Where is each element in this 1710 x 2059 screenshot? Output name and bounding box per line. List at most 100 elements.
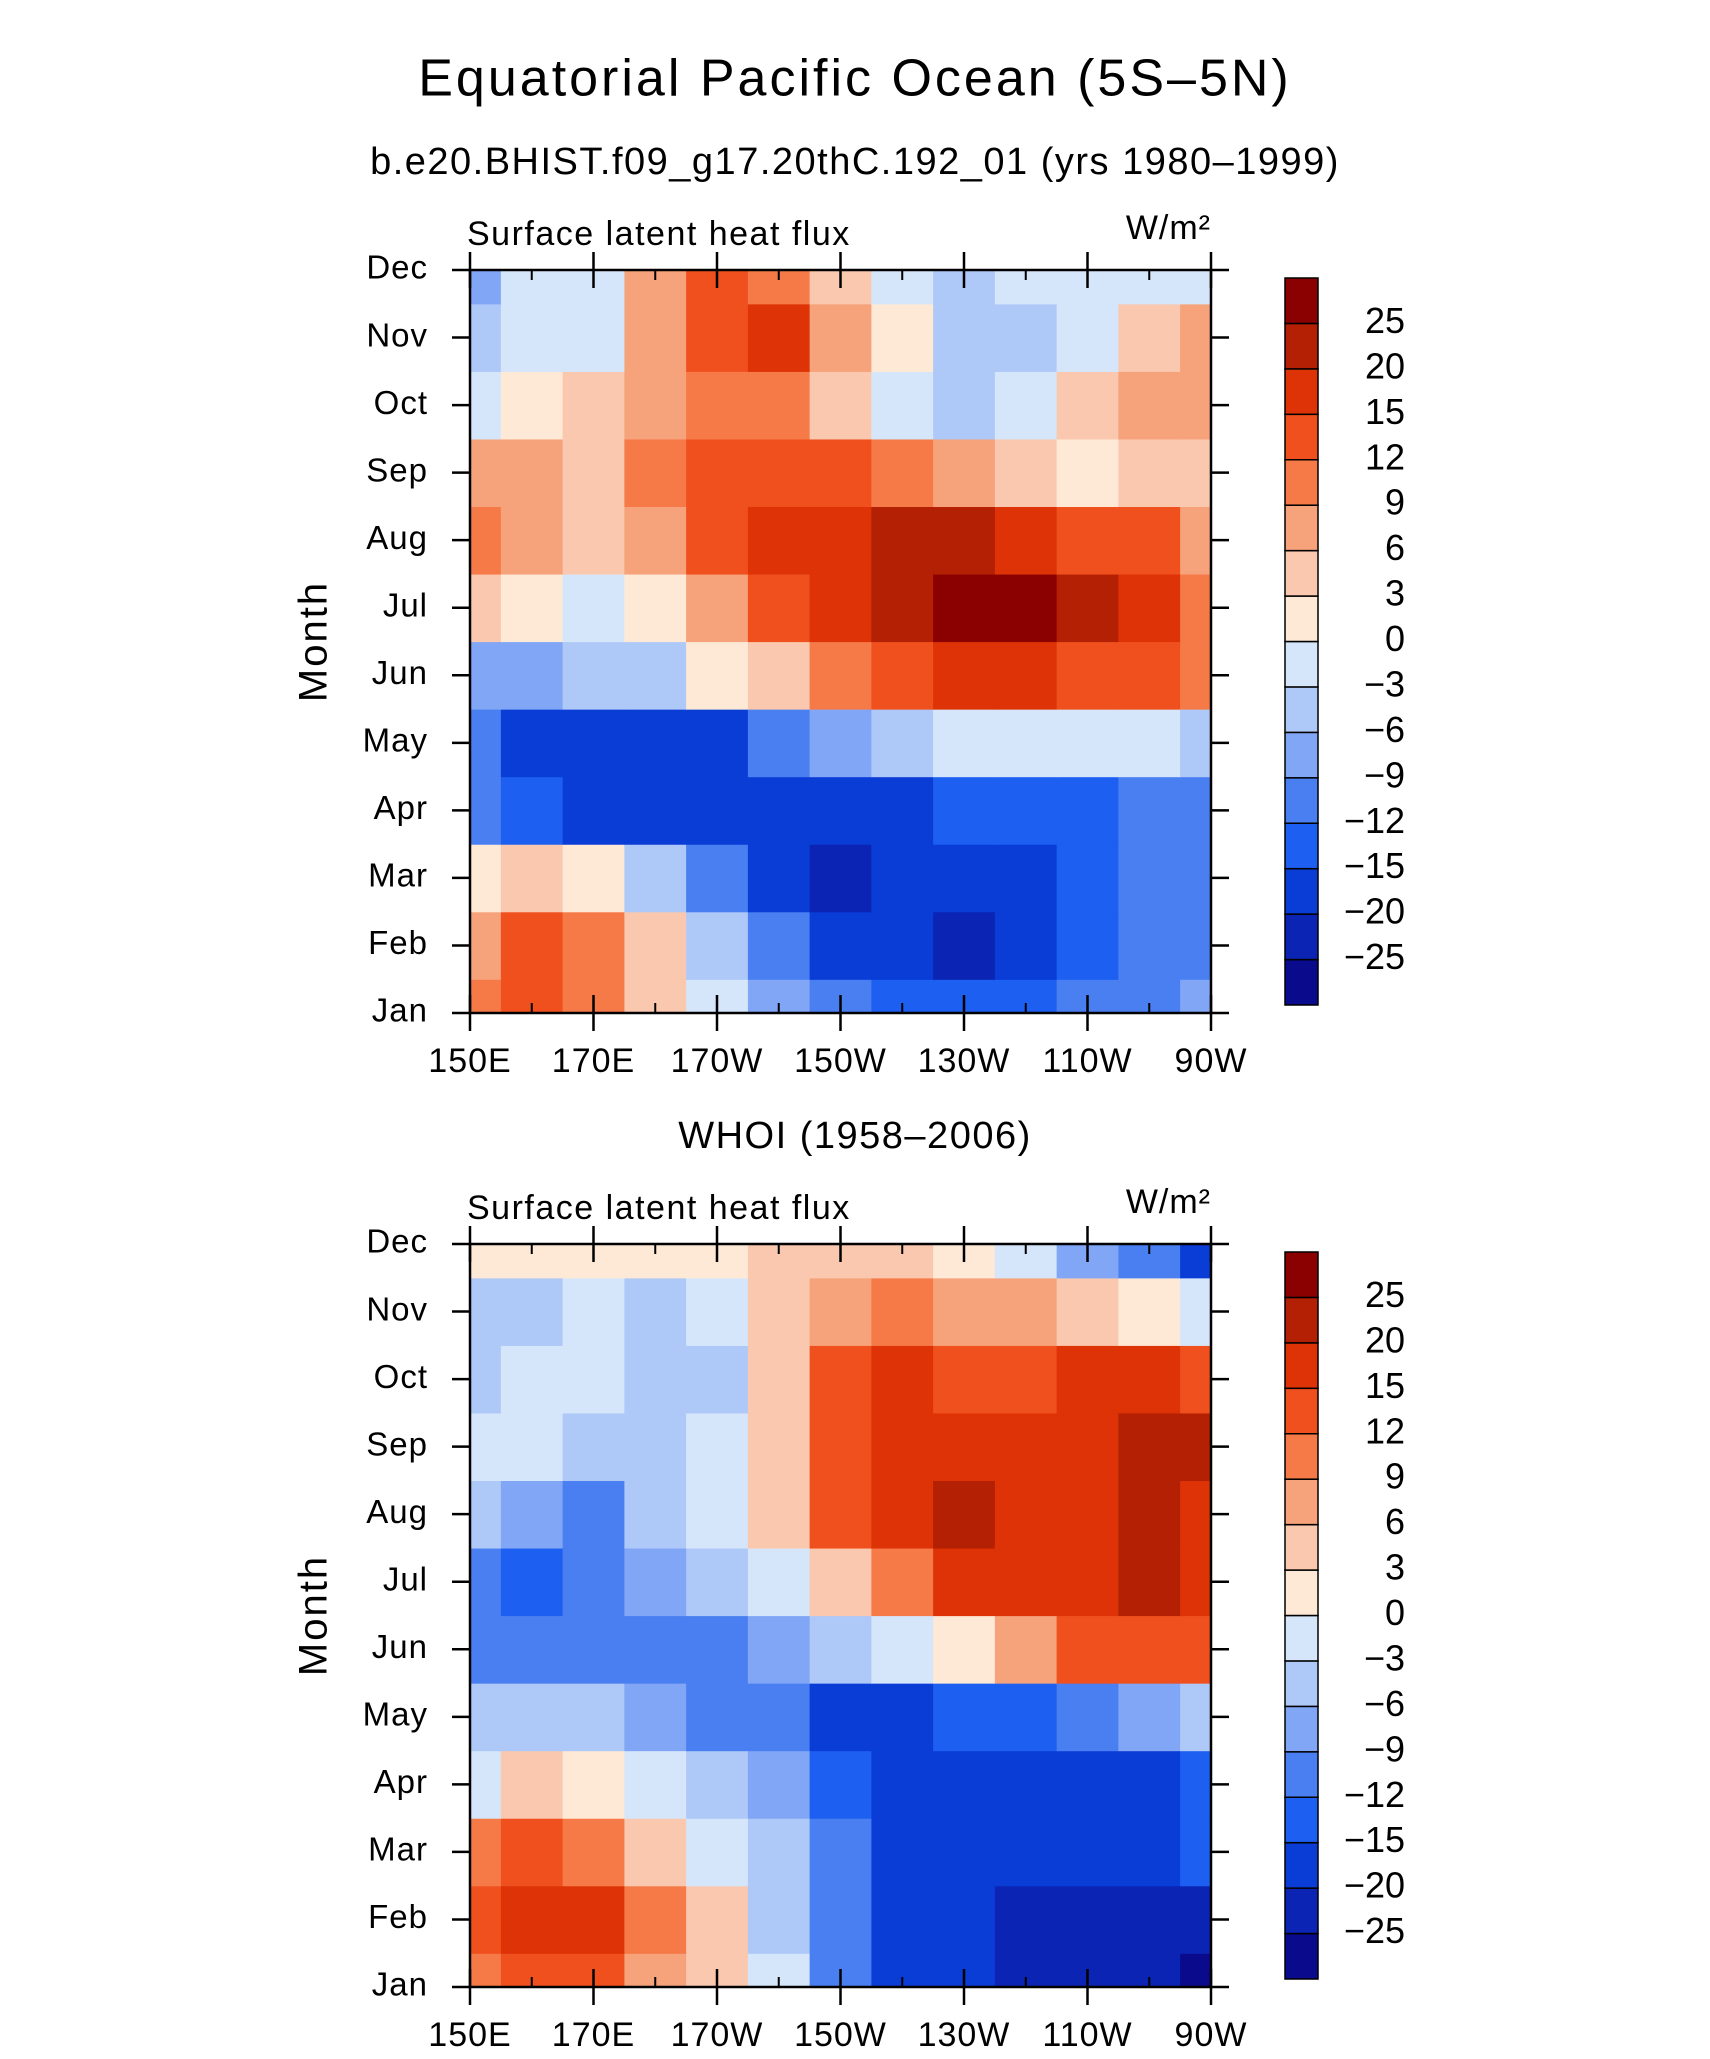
heat-cell: [1056, 1480, 1119, 1549]
heat-cell: [1180, 1345, 1211, 1414]
heat-cell: [747, 1480, 811, 1549]
heat-cell: [686, 709, 749, 778]
y-tick-label: Nov: [366, 316, 428, 353]
heat-cell: [933, 1547, 996, 1617]
heat-cell: [500, 1615, 564, 1684]
heat-cell: [562, 911, 625, 980]
y-axis-label: Month: [292, 1555, 336, 1676]
heat-cell: [1056, 1277, 1119, 1346]
heat-cell: [871, 573, 934, 643]
heat-cell: [500, 776, 564, 845]
heat-cell: [1180, 1683, 1211, 1752]
colorbar-box: [1284, 368, 1319, 416]
heat-cell: [1180, 1277, 1211, 1346]
heat-cell: [809, 1480, 872, 1549]
y-tick-label: May: [363, 1696, 428, 1733]
y-axis-label: Month: [292, 581, 336, 702]
colorbar-label: 15: [1365, 391, 1405, 432]
heat-cell: [1180, 1547, 1211, 1617]
x-tick-label: 170E: [552, 2016, 635, 2054]
heat-cell: [871, 709, 934, 778]
x-tick-label: 170W: [671, 1042, 764, 1080]
heat-cell: [470, 1683, 502, 1752]
colorbar-label: −20: [1344, 1865, 1405, 1906]
heat-cell: [809, 1547, 872, 1617]
heat-cell: [747, 1885, 811, 1954]
y-tick-label: Jun: [372, 1628, 428, 1665]
y-tick-label: May: [363, 722, 428, 759]
heat-cell: [470, 1818, 502, 1887]
heat-cell: [686, 1683, 749, 1752]
heat-cell: [686, 506, 749, 575]
heat-cell: [500, 709, 564, 778]
heat-cell: [871, 1345, 934, 1414]
y-tick-label: Dec: [366, 249, 428, 286]
colorbar-box: [1284, 1705, 1319, 1753]
heat-cell: [809, 1412, 872, 1482]
heat-cell: [1118, 506, 1181, 575]
heat-cell: [871, 1885, 934, 1954]
heat-cell: [994, 844, 1058, 913]
panel: b.e20.BHIST.f09_g17.20thC.192_01 (yrs 19…: [292, 141, 1405, 1080]
heat-cell: [1180, 911, 1211, 980]
heat-cell: [624, 1412, 687, 1482]
heat-cell: [994, 1683, 1058, 1752]
heat-cell: [562, 1345, 625, 1414]
heat-cell: [1056, 1750, 1119, 1819]
colorbar-label: 3: [1385, 1547, 1405, 1588]
heat-cell: [809, 303, 872, 372]
heat-cell: [500, 844, 564, 913]
heat-cell: [686, 1818, 749, 1887]
heat-cell: [500, 438, 564, 508]
heat-cell: [747, 506, 811, 575]
heat-cell: [871, 776, 934, 845]
heat-cell: [747, 641, 811, 710]
colorbar-box: [1284, 1751, 1319, 1798]
heat-cell: [624, 1683, 687, 1752]
heat-cell: [500, 1547, 564, 1617]
heat-cell: [1180, 1885, 1211, 1954]
heat-cell: [500, 1277, 564, 1346]
colorbar-box: [1284, 504, 1319, 552]
heat-cell: [470, 1345, 502, 1414]
heat-cell: [470, 1885, 502, 1954]
heat-cell: [470, 270, 502, 305]
heat-cell: [1118, 709, 1181, 778]
heat-cell: [686, 1277, 749, 1346]
heat-cell: [809, 1615, 872, 1684]
heat-cell: [1180, 1750, 1211, 1819]
heat-cell: [994, 1277, 1058, 1346]
heat-cell: [562, 1547, 625, 1617]
heat-cell: [871, 1750, 934, 1819]
colorbar-label: 25: [1365, 1274, 1405, 1315]
heat-cell: [1118, 911, 1181, 980]
heat-cell: [809, 1885, 872, 1954]
heat-cell: [1118, 641, 1181, 710]
colorbar-box: [1284, 1932, 1319, 1980]
heat-cell: [747, 911, 811, 980]
heat-cell: [1056, 844, 1119, 913]
colorbar-box: [1284, 459, 1319, 506]
heat-cell: [1056, 776, 1119, 845]
heat-cell: [624, 438, 687, 508]
heat-cell: [500, 1885, 564, 1954]
colorbar-label: 0: [1385, 618, 1405, 659]
heat-cell: [1180, 371, 1211, 440]
heat-cell: [562, 438, 625, 508]
heat-cell: [809, 1818, 872, 1887]
heat-cell: [562, 1480, 625, 1549]
y-tick-label: Oct: [374, 1358, 428, 1395]
heat-cell: [470, 844, 502, 913]
heat-cell: [747, 776, 811, 845]
heat-cell: [994, 1412, 1058, 1482]
units-label: W/m²: [1126, 1183, 1211, 1221]
heat-cell: [470, 506, 502, 575]
heat-cell: [686, 1480, 749, 1549]
heat-cell: [994, 1547, 1058, 1617]
heat-cell: [871, 1412, 934, 1482]
colorbar-box: [1284, 1660, 1319, 1708]
heat-cell: [747, 1750, 811, 1819]
heat-cell: [500, 303, 564, 372]
heat-cell: [994, 709, 1058, 778]
colorbar-label: −25: [1344, 936, 1405, 977]
